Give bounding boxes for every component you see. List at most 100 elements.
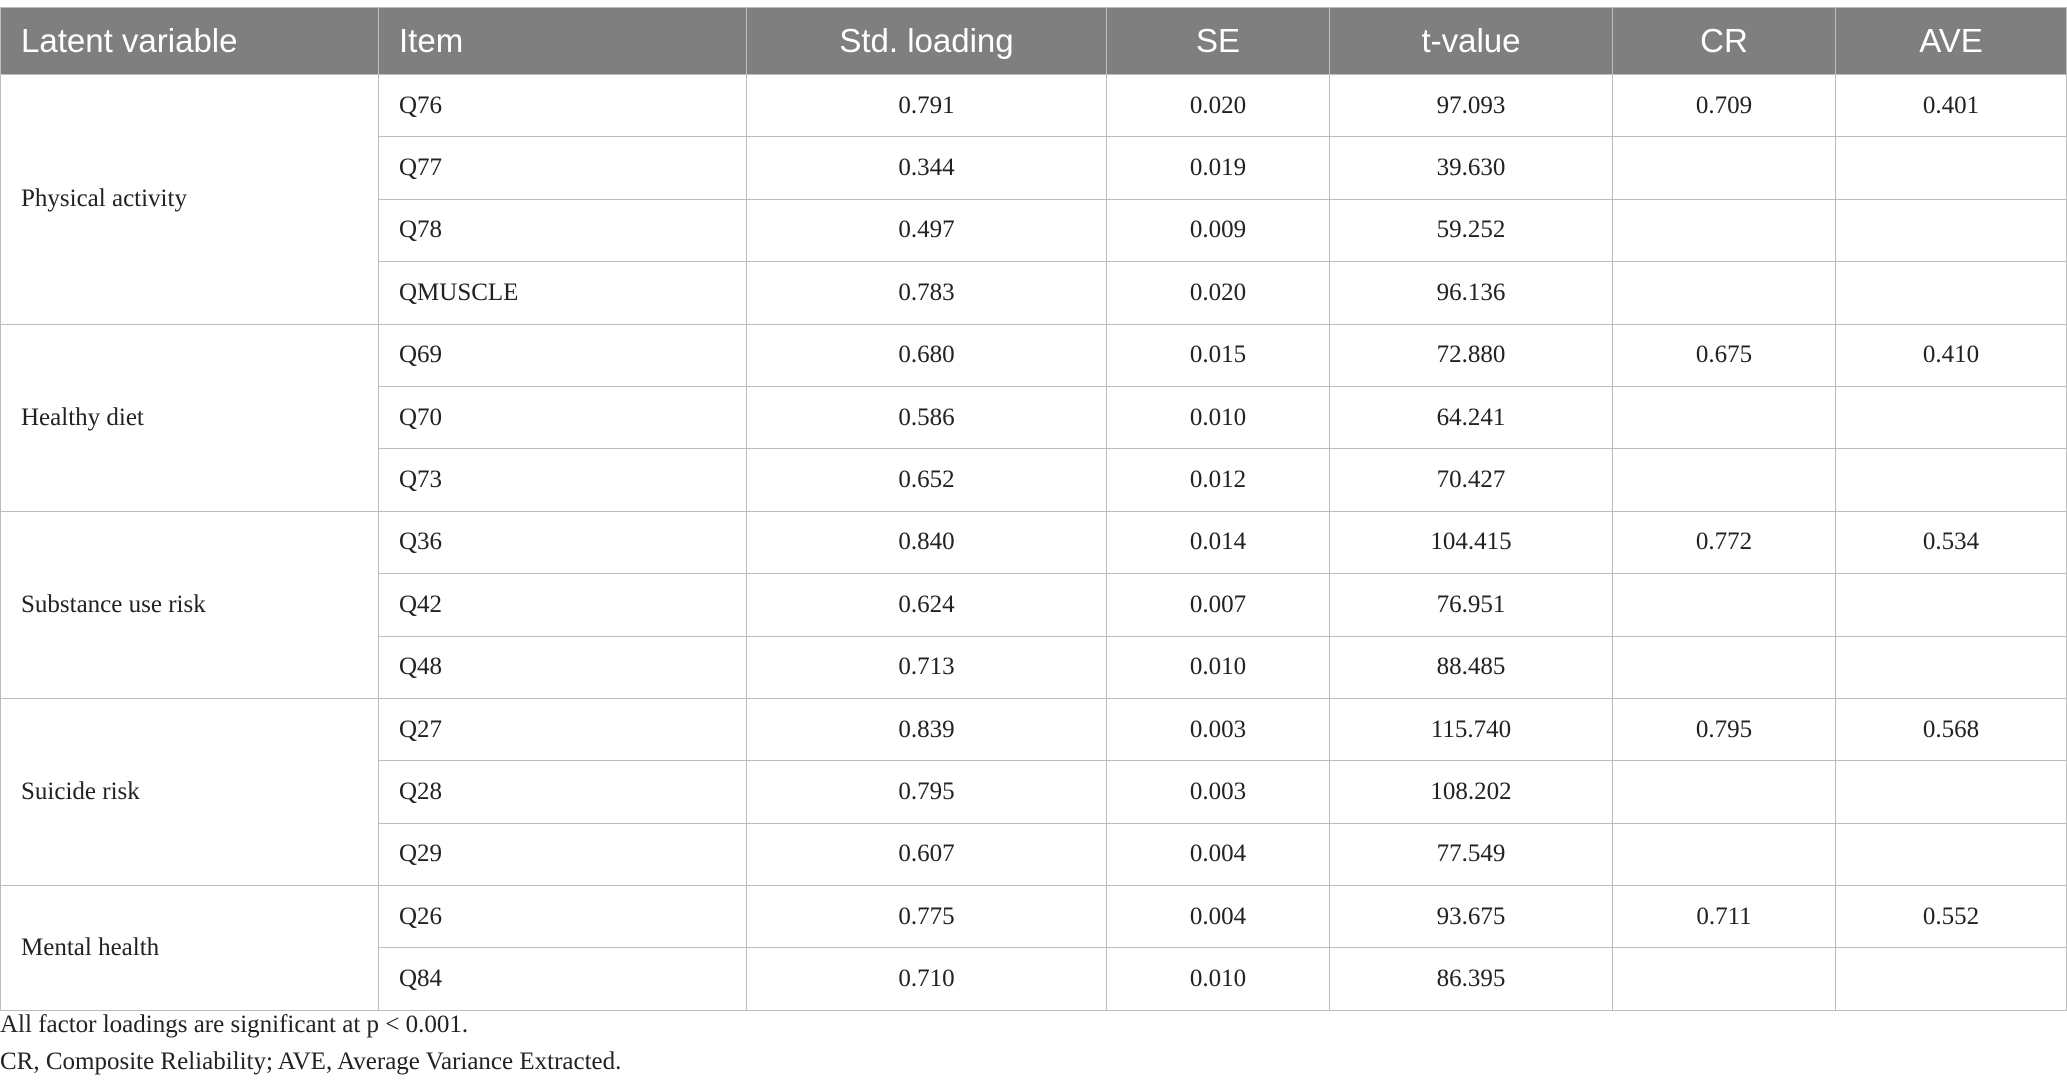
latent-variable: Physical activity	[0, 74, 379, 325]
item: Q48	[378, 635, 747, 699]
value-cell: 0.783	[746, 261, 1107, 325]
value-cell: 0.003	[1106, 697, 1330, 762]
value-cell: 0.775	[746, 885, 1107, 949]
value-cell: 0.007	[1106, 573, 1330, 637]
table-row: Suicide risk Q27 0.839 0.003 115.740 0.795 0.5…	[0, 697, 2067, 887]
value-cell: 104.415	[1329, 510, 1613, 575]
item: Q26	[378, 885, 747, 949]
value-cell: 0.497	[746, 198, 1107, 263]
value-cell: 59.252	[1329, 198, 1613, 263]
value-cell: 72.880	[1329, 323, 1613, 387]
empty-cell	[1835, 448, 2067, 512]
value-cell: 0.014	[1106, 510, 1330, 575]
value-cell: 0.840	[746, 510, 1107, 575]
empty-cell	[1612, 385, 1836, 450]
value-cell: 0.791	[746, 73, 1107, 138]
value-cell: 0.680	[746, 323, 1107, 387]
value-cell: 0.839	[746, 697, 1107, 762]
value-cell: 93.675	[1329, 885, 1613, 949]
value-cell: 86.395	[1329, 947, 1613, 1011]
empty-cell	[1612, 947, 1836, 1011]
value-cell: 0.020	[1106, 261, 1330, 325]
value-cell: 0.713	[746, 635, 1107, 699]
cr-cell: 0.675	[1612, 323, 1836, 387]
header-cell: CR	[1612, 7, 1836, 75]
value-cell: 0.004	[1106, 885, 1330, 949]
item: Q29	[378, 822, 747, 887]
header-cell: t-value	[1329, 7, 1613, 75]
cr-cell: 0.711	[1612, 885, 1836, 949]
header-cell: Item	[378, 7, 747, 75]
item: QMUSCLE	[378, 261, 747, 325]
value-cell: 39.630	[1329, 136, 1613, 200]
ave-cell: 0.401	[1835, 73, 2067, 138]
empty-cell	[1612, 261, 1836, 325]
table-row: Q73 0.652 0.012 70.427	[1, 448, 2067, 512]
value-cell: 96.136	[1329, 261, 1613, 325]
value-cell: 76.951	[1329, 573, 1613, 637]
value-cell: 0.019	[1106, 136, 1330, 200]
empty-cell	[1612, 573, 1836, 637]
empty-cell	[1835, 822, 2067, 887]
value-cell: 0.015	[1106, 323, 1330, 387]
item: Q84	[378, 947, 747, 1011]
value-cell: 0.607	[746, 822, 1107, 887]
value-cell: 64.241	[1329, 385, 1613, 450]
empty-cell	[1835, 760, 2067, 824]
value-cell: 0.624	[746, 573, 1107, 637]
value-cell: 0.020	[1106, 73, 1330, 138]
empty-cell	[1835, 385, 2067, 450]
header-cell: Latent variable	[0, 7, 379, 75]
cr-cell: 0.772	[1612, 510, 1836, 575]
empty-cell	[1835, 573, 2067, 637]
value-cell: 70.427	[1329, 448, 1613, 512]
empty-cell	[1835, 947, 2067, 1011]
item: Q36	[378, 510, 747, 575]
table-row: QMUSCLE 0.783 0.020 96.136	[1, 261, 2067, 325]
empty-cell	[1612, 760, 1836, 824]
latent-variable: Mental health	[0, 885, 379, 1011]
value-cell: 0.586	[746, 385, 1107, 450]
table-row: Q84 0.710 0.010 86.395	[1, 947, 2067, 1011]
header-cell: SE	[1106, 7, 1330, 75]
footnotes: All factor loadings are significant at p…	[0, 1006, 621, 1080]
header-cell: AVE	[1835, 7, 2067, 75]
empty-cell	[1835, 136, 2067, 200]
item: Q78	[378, 198, 747, 263]
item: Q73	[378, 448, 747, 512]
value-cell: 77.549	[1329, 822, 1613, 887]
cr-cell: 0.709	[1612, 73, 1836, 138]
value-cell: 0.004	[1106, 822, 1330, 887]
empty-cell	[1612, 448, 1836, 512]
ave-cell: 0.568	[1835, 697, 2067, 762]
value-cell: 88.485	[1329, 635, 1613, 699]
empty-cell	[1612, 136, 1836, 200]
empty-cell	[1612, 635, 1836, 699]
value-cell: 0.652	[746, 448, 1107, 512]
table-row: Q48 0.713 0.010 88.485	[1, 635, 2067, 699]
empty-cell	[1835, 635, 2067, 699]
value-cell: 97.093	[1329, 73, 1613, 138]
item: Q28	[378, 760, 747, 824]
empty-cell	[1835, 198, 2067, 263]
table-row: Q28 0.795 0.003 108.202	[1, 760, 2067, 824]
latent-variable: Healthy diet	[0, 323, 379, 512]
table-row: Q29 0.607 0.004 77.549	[1, 822, 2067, 887]
header-row: Latent variable Item Std. loading SE t-value…	[0, 7, 2067, 75]
value-cell: 0.003	[1106, 760, 1330, 824]
value-cell: 0.012	[1106, 448, 1330, 512]
table-row: Healthy diet Q69 0.680 0.015 72.880 0.675 0.41…	[0, 323, 2067, 512]
ave-cell: 0.552	[1835, 885, 2067, 949]
empty-cell	[1835, 261, 2067, 325]
table: Latent variable Item Std. loading SE t-value…	[0, 7, 2067, 1011]
item: Q42	[378, 573, 747, 637]
table-row: Mental health Q26 0.775 0.004 93.675 0.711 0.5…	[0, 885, 2067, 1011]
ave-cell: 0.534	[1835, 510, 2067, 575]
value-cell: 0.344	[746, 136, 1107, 200]
value-cell: 115.740	[1329, 697, 1613, 762]
item: Q76	[378, 73, 747, 138]
item: Q27	[378, 697, 747, 762]
empty-cell	[1612, 822, 1836, 887]
value-cell: 0.009	[1106, 198, 1330, 263]
